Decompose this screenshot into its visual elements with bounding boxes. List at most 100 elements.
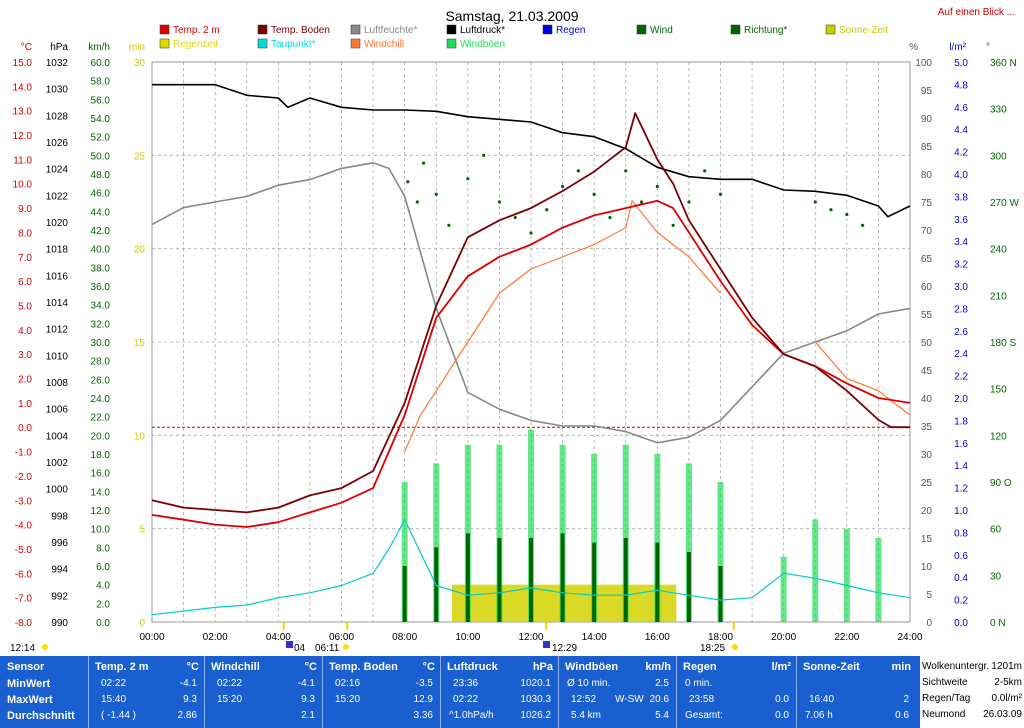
wind-bar	[497, 538, 502, 622]
pressure-tick: 1008	[46, 378, 69, 389]
tempboden-min-value: -3.5	[415, 678, 433, 689]
legend-swatch	[350, 38, 361, 49]
wind-tick: 32.0	[91, 319, 111, 330]
humidity-tick: 15	[921, 534, 933, 545]
direction-tick: 120	[990, 431, 1007, 442]
pressure-tick: 1014	[46, 298, 69, 309]
celsius-tick: -8.0	[15, 618, 33, 629]
luftdruck-min-value: 1020.1	[520, 678, 551, 689]
sonne-max-value: 2	[903, 694, 909, 705]
humidity-tick: 90	[921, 114, 933, 125]
legend-label: Windchill	[364, 39, 404, 50]
max-label: MaxWert	[7, 694, 53, 706]
luftdruck-trend: ^1.0hPa/h	[449, 710, 494, 721]
series-line-windchill	[404, 200, 911, 452]
direction-point	[829, 208, 833, 212]
wind-gust-bar	[622, 444, 629, 622]
wind-gust-bar	[528, 429, 534, 622]
rain-tick: 0.0	[954, 618, 968, 629]
legend-label: Regenzeit	[173, 39, 218, 50]
rain-tick: 2.8	[954, 304, 968, 315]
stats-windboeen: Windböen km/h Ø 10 min. 2.5 12:52 W-SW 2…	[558, 656, 677, 728]
wind-gust-bar	[496, 444, 503, 622]
axis-unit: °C	[21, 42, 32, 53]
wolkenuntergrenze-label: Wolkenuntergr.	[922, 661, 990, 672]
time-tick: 22:00	[834, 632, 859, 643]
windchill-max-value: 9.3	[301, 694, 315, 705]
celsius-tick: 13.0	[13, 107, 33, 118]
time-tick: 00:00	[139, 632, 164, 643]
windchill-head: Windchill	[211, 661, 260, 673]
chart-title: Samstag, 21.03.2009	[445, 8, 578, 24]
pressure-tick: 998	[51, 511, 68, 522]
rain-tick: 0.2	[954, 596, 968, 607]
legend-label: Regen	[556, 25, 585, 36]
overview-link[interactable]: Auf einen Blick ...	[938, 7, 1015, 18]
pressure-tick: 1028	[46, 111, 69, 122]
min-label: MinWert	[7, 678, 51, 690]
time-tick: 12:00	[518, 632, 543, 643]
wind-tick: 36.0	[91, 282, 111, 293]
wind-tick: 44.0	[91, 207, 111, 218]
celsius-tick: 3.0	[18, 350, 32, 361]
temp2m-max-value: 9.3	[183, 694, 197, 705]
wind-gust-bar	[780, 556, 787, 622]
rain-tick: 1.0	[954, 506, 968, 517]
sonne-unit: min	[891, 661, 911, 673]
direction-point	[513, 215, 517, 220]
windchill-min-time: 02:22	[217, 678, 243, 689]
time-tick: 02:00	[203, 632, 228, 643]
humidity-tick: 70	[921, 226, 933, 237]
rain-tick: 1.2	[954, 484, 968, 495]
direction-point	[545, 208, 549, 212]
windboeen-avg-window: Ø 10 min.	[567, 678, 611, 689]
series-line-luftdruck	[152, 83, 911, 218]
wind-tick: 18.0	[91, 450, 111, 461]
legend-swatch	[257, 24, 268, 35]
wind-tick: 60.0	[91, 58, 111, 69]
pressure-tick: 1006	[46, 405, 69, 416]
sichtweite-value: 2-5km	[994, 677, 1022, 688]
wind-gust-bar	[843, 528, 850, 622]
celsius-tick: 6.0	[18, 277, 32, 288]
celsius-tick: 10.0	[13, 180, 33, 191]
series-line-taupunkt	[151, 519, 911, 616]
chart-axes: °C -8.0 -7.0 -6.0 -5.0 -4.0 -3.0 -2.0 -1.0 0.0 1.0…	[13, 42, 1020, 643]
direction-tick: 210	[990, 291, 1007, 302]
moonset-label: 04	[294, 643, 306, 654]
sunset-label: 18:25	[700, 643, 725, 654]
direction-point	[482, 153, 486, 157]
windboeen-min-value: 2.5	[655, 678, 669, 689]
stats-windchill: Windchill °C 02:22 -4.1 15:20 9.3 2.1	[204, 656, 323, 728]
wind-gust-bar	[717, 482, 724, 622]
time-tick: 18:00	[708, 632, 733, 643]
wind-tick: 56.0	[91, 95, 111, 106]
sunrise-label: 06:11	[315, 643, 340, 654]
pressure-tick: 1026	[46, 138, 69, 149]
rain-tick: 1.8	[954, 416, 968, 427]
direction-point	[608, 215, 612, 220]
windboeen-unit: km/h	[645, 661, 671, 673]
legend-label: Wind	[650, 25, 673, 36]
rain-tick: 1.6	[954, 439, 968, 450]
sonne-avg-value: 0.6	[895, 710, 909, 721]
wind-bar	[529, 538, 533, 622]
wind-gust-bar	[875, 538, 882, 622]
direction-tick: 180 S	[990, 338, 1016, 349]
rain-tick: 0.6	[954, 551, 968, 562]
legend-swatch	[446, 38, 457, 49]
rain-tick: 3.8	[954, 192, 968, 203]
wind-gust-bar	[812, 519, 819, 622]
pressure-tick: 1010	[46, 351, 69, 362]
celsius-tick: -5.0	[15, 545, 33, 556]
rain-tick: 2.2	[954, 372, 968, 383]
sonne-head: Sonne-Zeit	[803, 661, 860, 673]
regen-total-value: 0.0	[775, 710, 789, 721]
noon-label: 12:29	[552, 643, 577, 654]
temp2m-unit: °C	[186, 661, 199, 673]
celsius-tick: -7.0	[15, 594, 33, 605]
wind-tick: 16.0	[91, 469, 111, 480]
humidity-tick: 65	[921, 254, 933, 265]
rain-tick: 3.4	[954, 237, 968, 248]
direction-point	[624, 169, 628, 173]
